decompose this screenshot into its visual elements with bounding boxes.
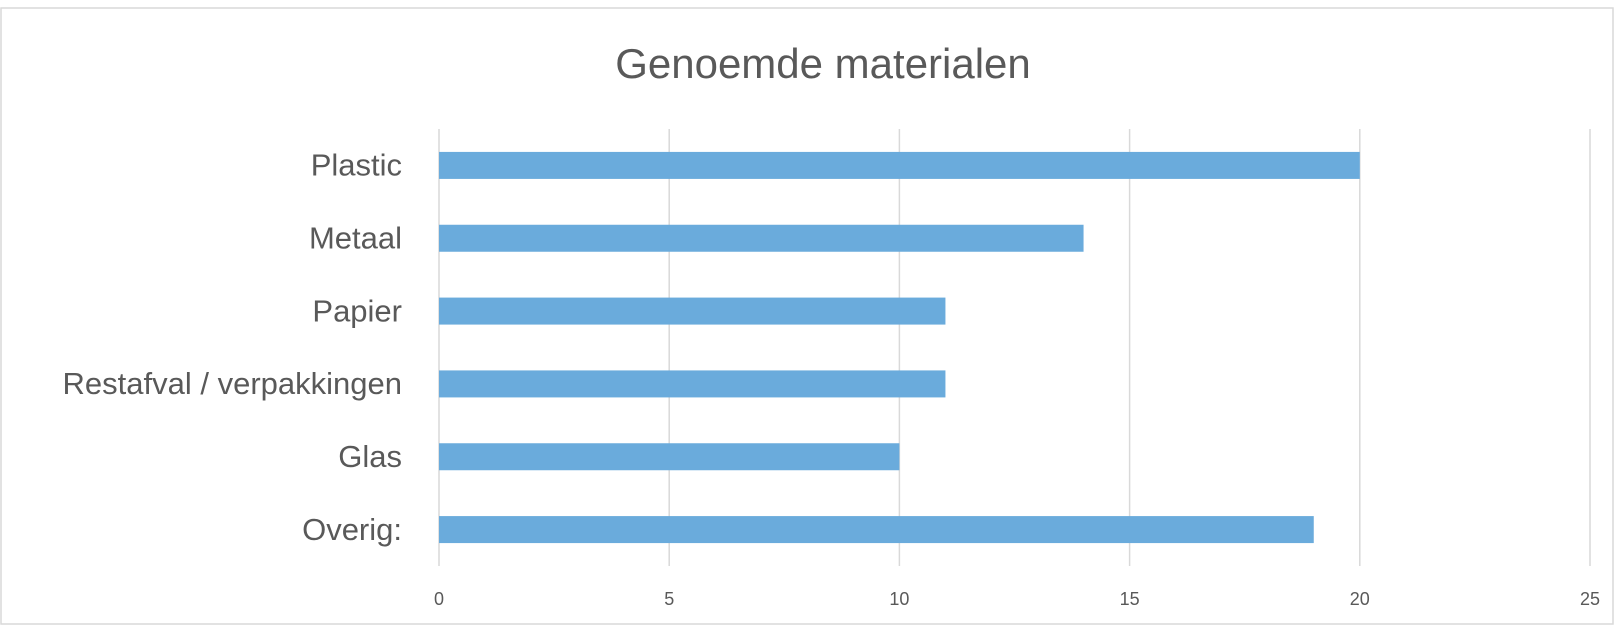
x-tick-label: 20 xyxy=(1350,589,1370,609)
x-tick-label: 5 xyxy=(664,589,674,609)
bar xyxy=(439,151,1360,179)
y-tick-label: Overig: xyxy=(302,512,402,547)
x-tick-label: 25 xyxy=(1580,589,1600,609)
bar xyxy=(439,516,1314,544)
bar xyxy=(439,370,946,398)
x-tick-label: 10 xyxy=(889,589,909,609)
y-tick-label: Restafval / verpakkingen xyxy=(63,366,402,401)
bar xyxy=(439,443,900,471)
bar xyxy=(439,224,1084,252)
bar xyxy=(439,297,946,325)
y-tick-label: Metaal xyxy=(309,220,402,255)
x-tick-label: 15 xyxy=(1120,589,1140,609)
y-tick-label: Plastic xyxy=(311,148,402,183)
x-tick-label: 0 xyxy=(434,589,444,609)
y-tick-label: Papier xyxy=(312,293,402,328)
chart-title: Genoemde materialen xyxy=(615,40,1031,87)
y-tick-label: Glas xyxy=(338,439,402,474)
